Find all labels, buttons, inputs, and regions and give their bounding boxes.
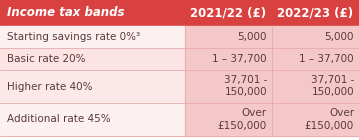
- Text: 37,701 -
150,000: 37,701 - 150,000: [311, 75, 354, 97]
- Text: 1 – 37,700: 1 – 37,700: [299, 54, 354, 64]
- Bar: [0, 0, 359, 26]
- Text: Over
£150,000: Over £150,000: [305, 108, 354, 130]
- Text: 2022/23 (£): 2022/23 (£): [278, 6, 354, 19]
- Bar: [185, 26, 272, 48]
- Text: 37,701 -
150,000: 37,701 - 150,000: [224, 75, 267, 97]
- Bar: [0, 70, 185, 103]
- Bar: [0, 103, 185, 136]
- Text: 5,000: 5,000: [238, 32, 267, 42]
- Text: 2021/22 (£): 2021/22 (£): [190, 6, 267, 19]
- Bar: [272, 48, 359, 70]
- Bar: [272, 26, 359, 48]
- Text: Additional rate 45%: Additional rate 45%: [7, 115, 111, 124]
- Bar: [185, 103, 272, 136]
- Text: 5,000: 5,000: [325, 32, 354, 42]
- Bar: [0, 48, 185, 70]
- Bar: [185, 70, 272, 103]
- Bar: [272, 103, 359, 136]
- Text: 1 – 37,700: 1 – 37,700: [213, 54, 267, 64]
- Text: Starting savings rate 0%³: Starting savings rate 0%³: [7, 32, 140, 42]
- Text: Basic rate 20%: Basic rate 20%: [7, 54, 85, 64]
- Text: Income tax bands: Income tax bands: [7, 6, 125, 19]
- Bar: [0, 26, 185, 48]
- Text: Higher rate 40%: Higher rate 40%: [7, 81, 93, 92]
- Text: Over
£150,000: Over £150,000: [218, 108, 267, 130]
- Bar: [185, 48, 272, 70]
- Bar: [272, 70, 359, 103]
